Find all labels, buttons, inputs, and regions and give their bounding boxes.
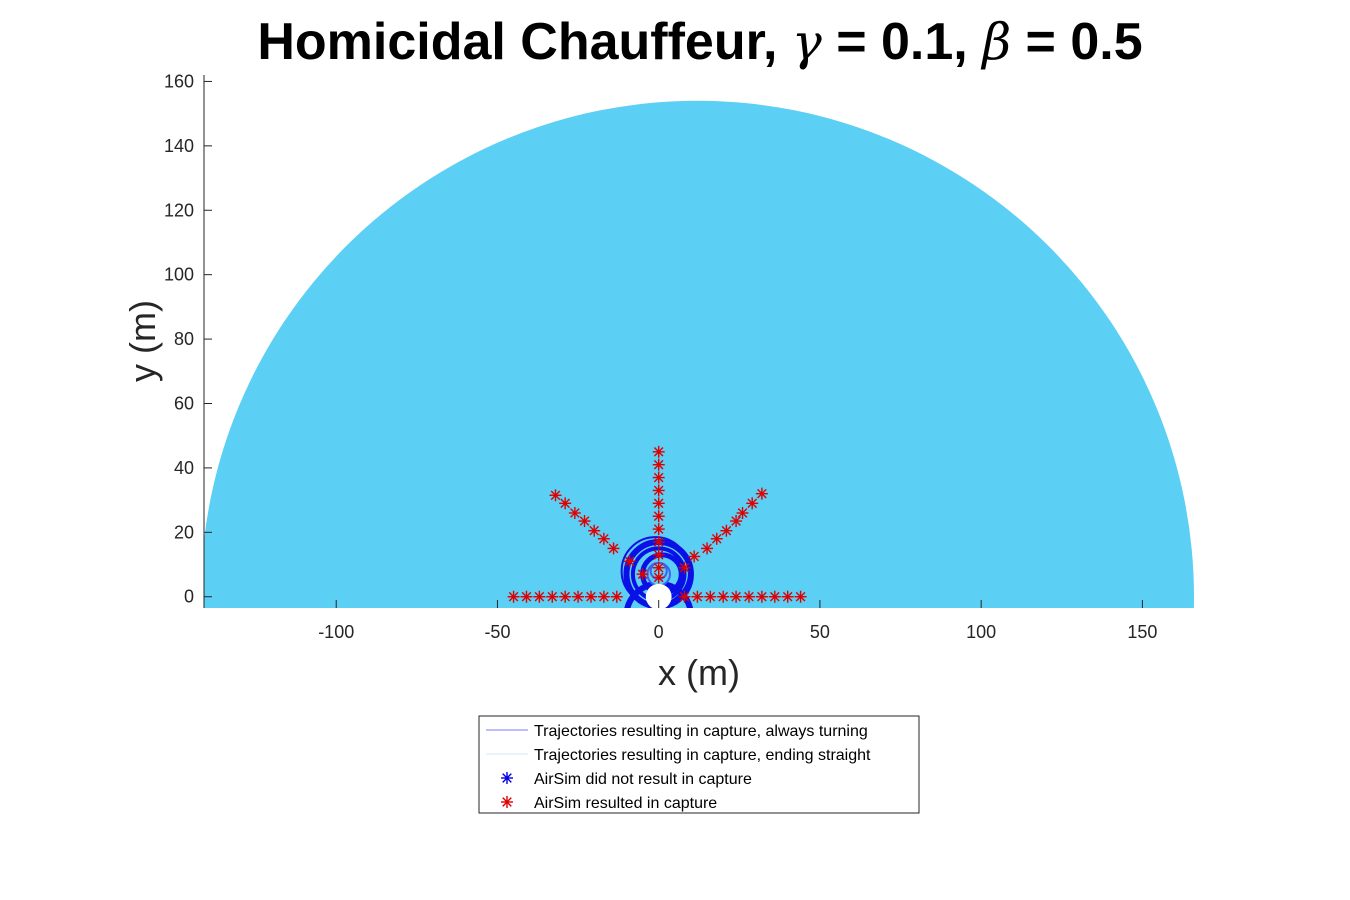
capture-marker bbox=[652, 548, 665, 561]
capture-marker bbox=[584, 590, 597, 603]
x-axis-label: x (m) bbox=[658, 652, 740, 693]
capture-marker bbox=[652, 523, 665, 536]
title-gamma-symbol: γ bbox=[792, 13, 822, 71]
capture-marker bbox=[652, 510, 665, 523]
capture-marker bbox=[755, 590, 768, 603]
capture-marker bbox=[736, 506, 749, 519]
axes: 0 20 40 60 80 100 120 140 160 -100 -50 0 50 100 150 bbox=[164, 71, 1157, 642]
capture-marker bbox=[559, 497, 572, 510]
y-axis-label: y (m) bbox=[122, 300, 163, 382]
x-tick-label: 0 bbox=[654, 622, 664, 642]
y-tick-label: 100 bbox=[164, 265, 194, 285]
capture-marker bbox=[652, 458, 665, 471]
capture-marker bbox=[520, 590, 533, 603]
capture-marker bbox=[578, 515, 591, 528]
legend-entry: Trajectories resulting in capture, endin… bbox=[486, 747, 871, 764]
capture-marker bbox=[652, 484, 665, 497]
y-tick-label: 40 bbox=[174, 458, 194, 478]
x-tick-label: -50 bbox=[484, 622, 510, 642]
capture-marker bbox=[794, 590, 807, 603]
capture-marker bbox=[742, 590, 755, 603]
chart-title: Homicidal Chauffeur, γ = 0.1, β = 0.5 bbox=[257, 13, 1142, 71]
capture-marker bbox=[652, 471, 665, 484]
title-beta-value: = 0.5 bbox=[1011, 13, 1143, 71]
capture-marker bbox=[636, 568, 649, 581]
title-beta-symbol: β bbox=[980, 13, 1011, 71]
legend-label: Trajectories resulting in capture, endin… bbox=[534, 747, 871, 764]
legend-entry: AirSim resulted in capture bbox=[501, 795, 717, 812]
origin-marker bbox=[645, 583, 672, 608]
capture-marker bbox=[678, 590, 691, 603]
capture-region bbox=[204, 100, 1194, 608]
legend-entry: Trajectories resulting in capture, alway… bbox=[486, 723, 868, 740]
capture-marker bbox=[607, 542, 620, 555]
capture-marker bbox=[572, 590, 585, 603]
title-prefix: Homicidal Chauffeur, bbox=[257, 13, 792, 71]
y-tick-label: 120 bbox=[164, 200, 194, 220]
capture-marker bbox=[610, 590, 623, 603]
legend-star-swatch bbox=[501, 772, 513, 784]
capture-marker bbox=[559, 590, 572, 603]
plot-area bbox=[204, 100, 1194, 608]
capture-marker bbox=[720, 524, 733, 537]
capture-marker bbox=[688, 550, 701, 563]
capture-marker bbox=[533, 590, 546, 603]
x-tick-label: 100 bbox=[966, 622, 996, 642]
capture-marker bbox=[507, 590, 520, 603]
y-tick-label: 0 bbox=[184, 587, 194, 607]
capture-marker bbox=[768, 590, 781, 603]
capture-marker bbox=[704, 590, 717, 603]
capture-marker bbox=[755, 487, 768, 500]
capture-marker bbox=[549, 489, 562, 502]
y-tick-label: 20 bbox=[174, 522, 194, 542]
x-tick-label: 150 bbox=[1127, 622, 1157, 642]
y-tick-label: 160 bbox=[164, 71, 194, 91]
capture-marker bbox=[730, 515, 743, 528]
legend-label: Trajectories resulting in capture, alway… bbox=[534, 723, 868, 740]
capture-marker bbox=[730, 590, 743, 603]
legend-entry: AirSim did not result in capture bbox=[501, 771, 752, 788]
capture-marker bbox=[691, 590, 704, 603]
capture-marker bbox=[568, 506, 581, 519]
capture-marker bbox=[546, 590, 559, 603]
y-tick-label: 80 bbox=[174, 329, 194, 349]
capture-marker bbox=[710, 532, 723, 545]
legend-label: AirSim did not result in capture bbox=[534, 771, 752, 788]
capture-marker bbox=[652, 535, 665, 548]
legend: Trajectories resulting in capture, alway… bbox=[478, 715, 920, 814]
capture-marker bbox=[597, 590, 610, 603]
legend-star-swatch bbox=[501, 796, 513, 808]
capture-marker bbox=[717, 590, 730, 603]
x-tick-label: 50 bbox=[810, 622, 830, 642]
title-gamma-value: = 0.1, bbox=[822, 13, 982, 71]
capture-marker bbox=[652, 497, 665, 510]
capture-marker bbox=[781, 590, 794, 603]
y-tick-label: 140 bbox=[164, 136, 194, 156]
capture-marker bbox=[623, 555, 636, 568]
y-tick-label: 60 bbox=[174, 393, 194, 413]
x-tick-label: -100 bbox=[318, 622, 354, 642]
capture-marker bbox=[652, 445, 665, 458]
capture-marker bbox=[597, 532, 610, 545]
capture-marker bbox=[652, 571, 665, 584]
capture-marker bbox=[746, 497, 759, 510]
legend-label: AirSim resulted in capture bbox=[534, 795, 717, 812]
capture-marker bbox=[588, 524, 601, 537]
legend-box bbox=[478, 715, 920, 814]
capture-marker bbox=[701, 542, 714, 555]
capture-marker bbox=[678, 561, 691, 574]
